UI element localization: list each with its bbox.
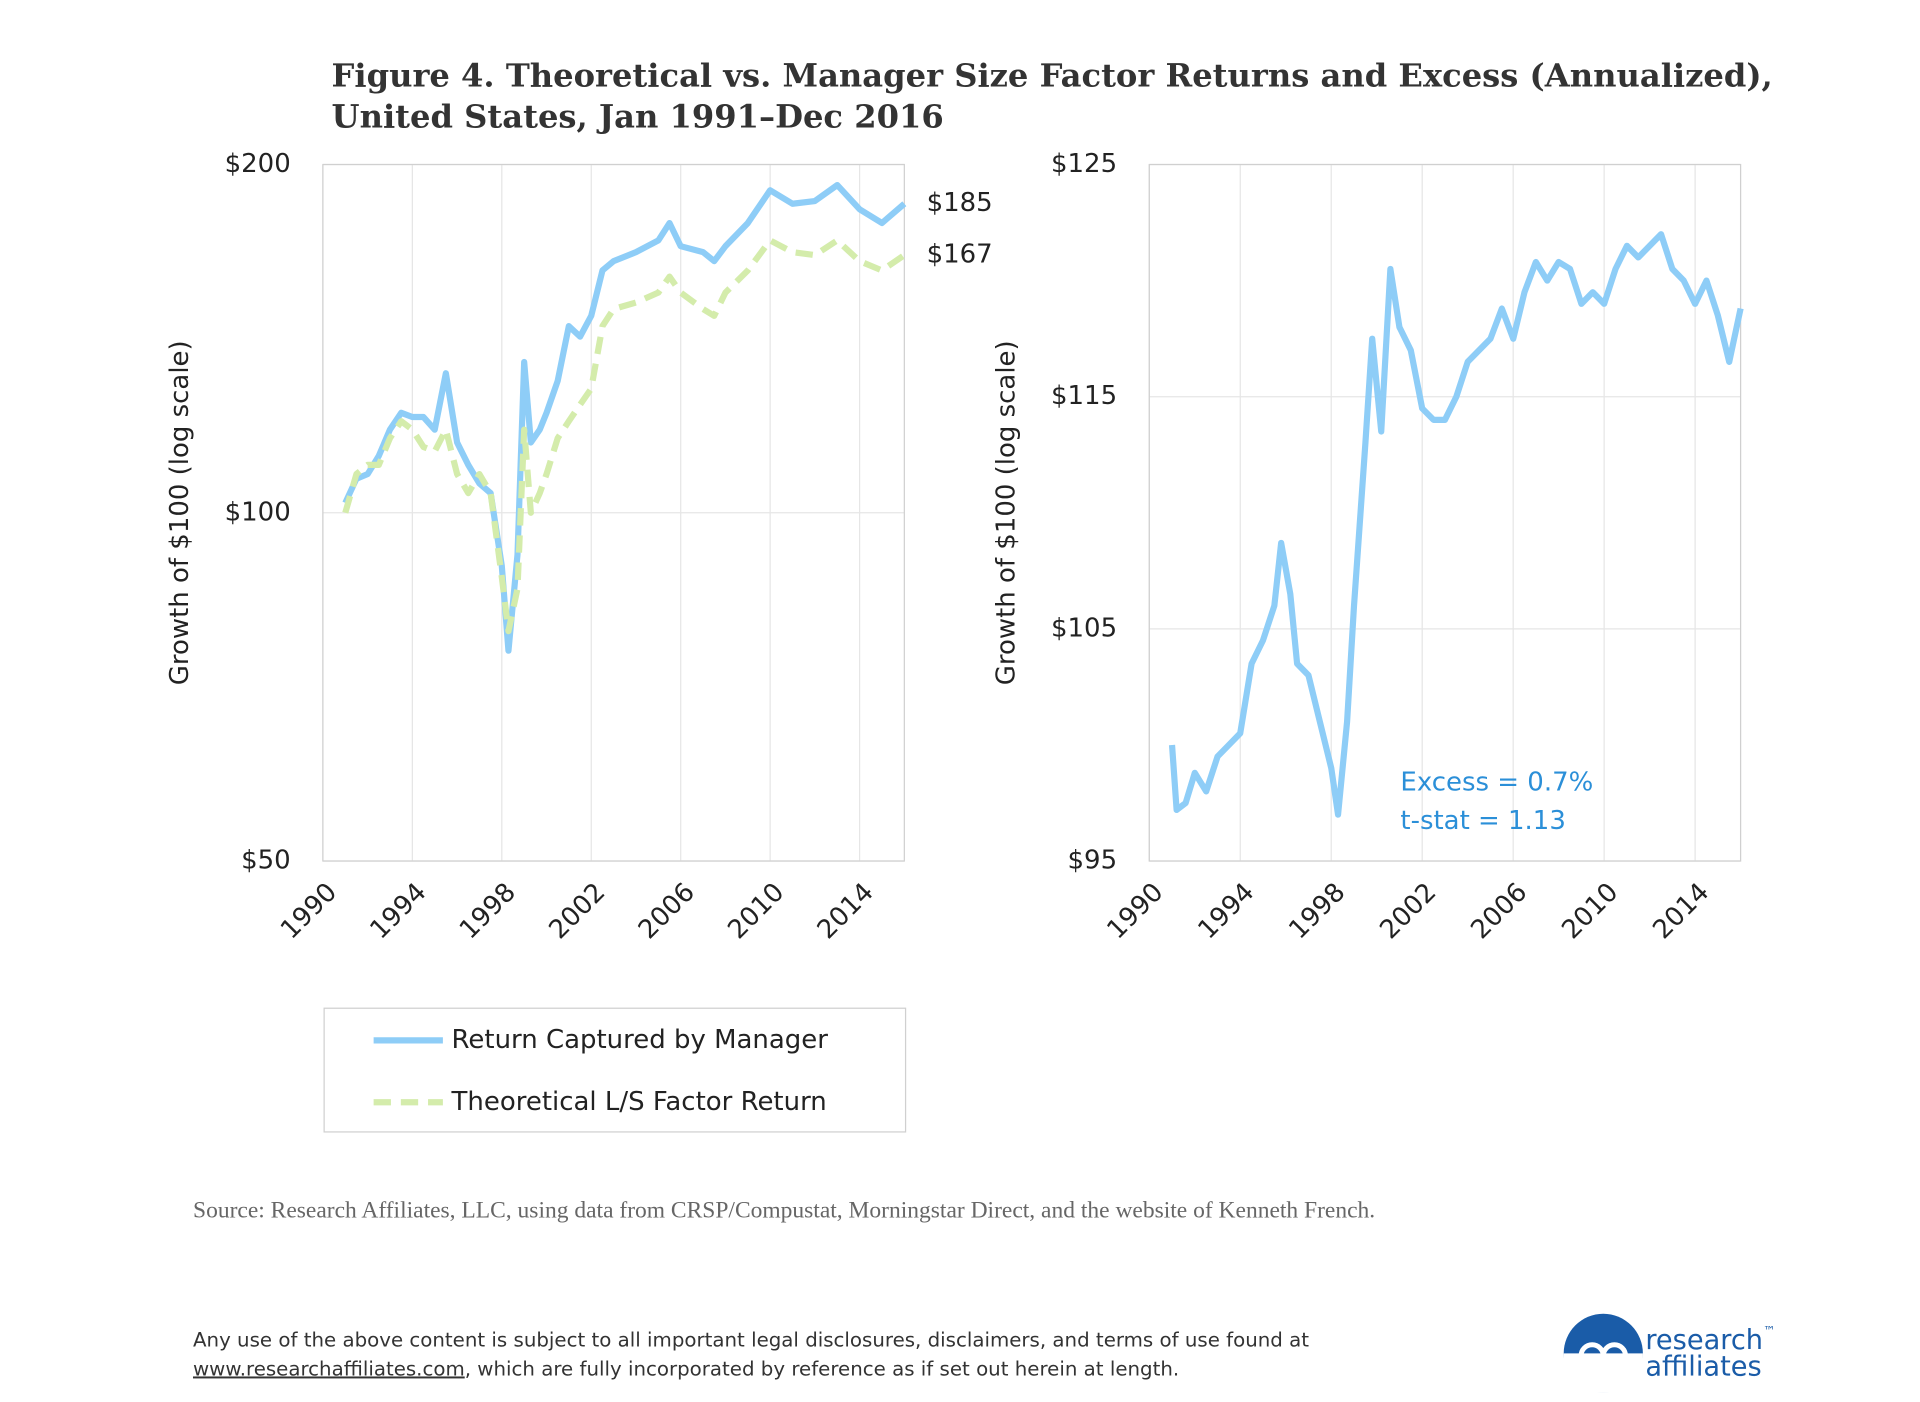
x-tick-label: 2006 xyxy=(633,877,701,945)
y-axis-title: Growth of $100 (log scale) xyxy=(992,340,1022,685)
logo: research™ affiliates xyxy=(1563,1313,1775,1393)
plot-frame xyxy=(1148,163,1742,862)
legend-box xyxy=(323,1007,907,1133)
x-tick-label: 1994 xyxy=(1192,877,1260,945)
x-tick-label: 2014 xyxy=(812,877,880,945)
x-tick-label: 1990 xyxy=(1101,877,1169,945)
plot-frame xyxy=(322,163,905,862)
y-axis-title: Growth of $100 (log scale) xyxy=(165,340,195,685)
logo-mark xyxy=(1578,1342,1629,1379)
logo-tm: ™ xyxy=(1763,1324,1775,1338)
x-tick-label: 2006 xyxy=(1465,877,1533,945)
disclaimer: Any use of the above content is subject … xyxy=(193,1329,1309,1352)
disclaimer: , which are fully incorporated by refere… xyxy=(465,1357,1179,1380)
logo-text: research™ xyxy=(1645,1324,1775,1356)
logo-text: research xyxy=(1645,1325,1763,1356)
y-tick-label: $100 xyxy=(225,497,291,527)
x-tick-label: 2002 xyxy=(543,877,611,945)
x-tick-label: 2010 xyxy=(1556,877,1624,945)
y-tick-label: $125 xyxy=(1051,149,1117,179)
title-line: Figure 4. Theoretical vs. Manager Size F… xyxy=(332,57,1773,95)
link[interactable]: www.researchaffiliates.com xyxy=(193,1357,465,1380)
legend-label: Return Captured by Manager xyxy=(452,1025,829,1055)
x-tick-label: 2010 xyxy=(722,877,790,945)
title-line: United States, Jan 1991–Dec 2016 xyxy=(332,97,944,135)
end-label: $185 xyxy=(927,188,993,218)
data-line xyxy=(1168,231,1744,818)
annotation: t-stat = 1.13 xyxy=(1400,806,1565,836)
y-tick-label: $200 xyxy=(225,149,291,179)
source: Source: Research Affiliates, LLC, using … xyxy=(193,1198,1375,1224)
y-tick-label: $105 xyxy=(1051,613,1117,643)
end-label: $167 xyxy=(927,240,993,270)
disclaimer: www.researchaffiliates.com, which are fu… xyxy=(193,1357,1179,1380)
y-tick-label: $115 xyxy=(1051,381,1117,411)
logo-text: affiliates xyxy=(1645,1352,1761,1383)
x-tick-label: 2002 xyxy=(1374,877,1442,945)
x-tick-label: 1994 xyxy=(365,877,433,945)
y-tick-label: $50 xyxy=(241,846,291,876)
data-line xyxy=(342,181,907,654)
annotation: Excess = 0.7% xyxy=(1400,768,1593,798)
x-tick-label: 1998 xyxy=(454,877,522,945)
data-line xyxy=(342,237,907,635)
x-tick-label: 1990 xyxy=(275,877,343,945)
legend-label: Theoretical L/S Factor Return xyxy=(451,1087,827,1117)
y-tick-label: $95 xyxy=(1068,846,1118,876)
x-tick-label: 2014 xyxy=(1647,877,1715,945)
x-tick-label: 1998 xyxy=(1283,877,1351,945)
